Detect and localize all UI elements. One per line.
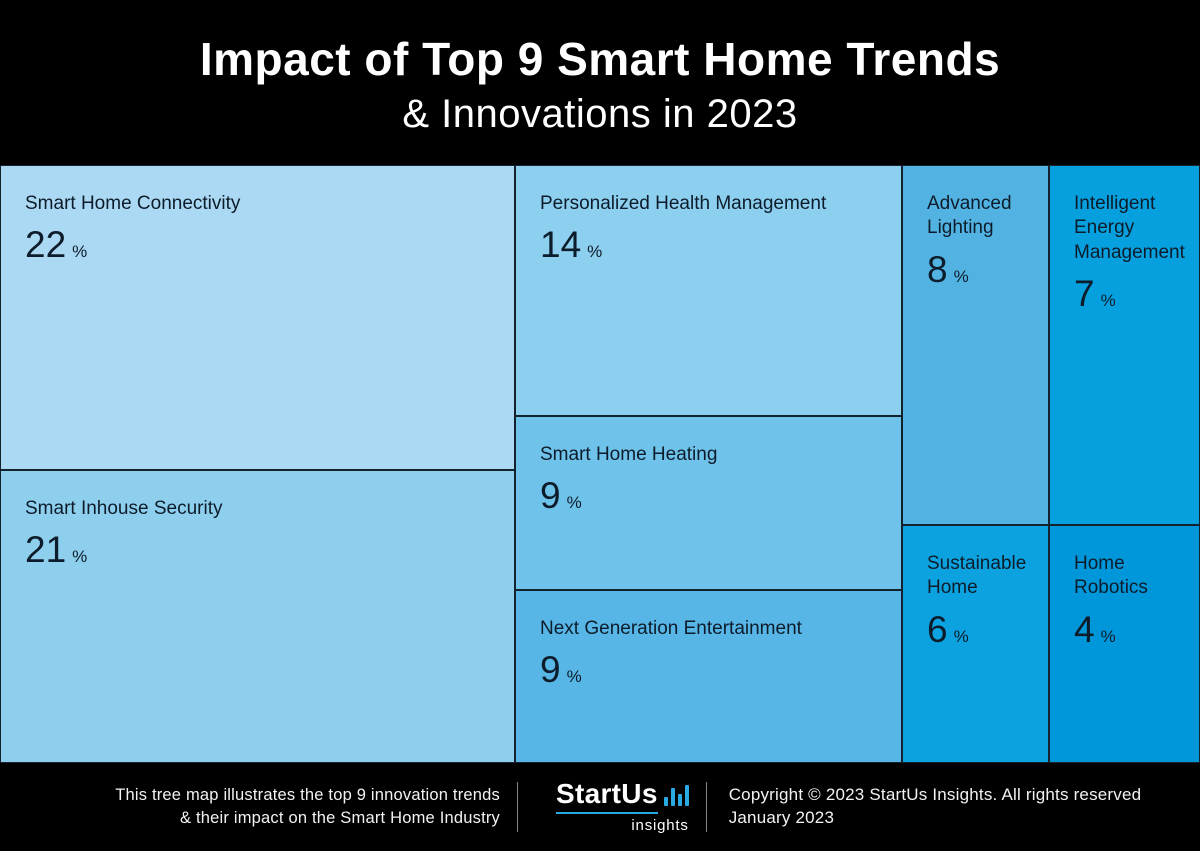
- cell-value: 21%: [25, 531, 492, 568]
- treemap-cell-smart-home-heating: Smart Home Heating 9%: [515, 416, 902, 590]
- header: Impact of Top 9 Smart Home Trends & Inno…: [0, 0, 1200, 165]
- cell-value-unit: %: [566, 667, 582, 687]
- cell-value: 22%: [25, 226, 492, 263]
- cell-value-unit: %: [1100, 290, 1116, 310]
- cell-value-number: 9: [540, 649, 561, 691]
- page-title: Impact of Top 9 Smart Home Trends: [199, 33, 1001, 85]
- cell-value-number: 14: [540, 224, 582, 266]
- footer: This tree map illustrates the top 9 inno…: [0, 763, 1200, 851]
- page-subtitle: & Innovations in 2023: [402, 92, 798, 136]
- cell-value: 8%: [927, 251, 1026, 288]
- cell-value-number: 22: [25, 224, 67, 266]
- cell-label: Smart Inhouse Security: [25, 498, 223, 519]
- cell-value: 4%: [1074, 611, 1177, 648]
- cell-value-unit: %: [1100, 626, 1116, 646]
- treemap-cell-smart-inhouse-security: Smart Inhouse Security 21%: [0, 470, 515, 763]
- cell-label: Smart Home Heating: [540, 444, 718, 465]
- treemap-cell-intelligent-energy-management: Intelligent Energy Management 7%: [1049, 165, 1200, 525]
- cell-value-unit: %: [566, 493, 582, 513]
- cell-label: Next Generation Entertainment: [540, 618, 802, 639]
- treemap-cell-personalized-health-management: Personalized Health Management 14%: [515, 165, 902, 416]
- treemap-cell-sustainable-home: Sustainable Home 6%: [902, 525, 1049, 763]
- cell-value-number: 21: [25, 529, 67, 571]
- cell-label: Sustainable Home: [927, 553, 1027, 599]
- cell-value-number: 8: [927, 248, 948, 290]
- footer-description: This tree map illustrates the top 9 inno…: [0, 784, 500, 830]
- cell-value-unit: %: [953, 266, 969, 286]
- copyright-line1: Copyright © 2023 StartUs Insights. All r…: [728, 785, 1142, 805]
- copyright: Copyright © 2023 StartUs Insights. All r…: [729, 784, 1142, 830]
- cell-value-number: 9: [540, 475, 561, 517]
- treemap-cell-smart-home-connectivity: Smart Home Connectivity 22%: [0, 165, 515, 470]
- copyright-line2: January 2023: [728, 808, 835, 827]
- footer-divider: [705, 782, 707, 832]
- cell-label: Intelligent Energy Management: [1074, 193, 1185, 263]
- cell-value-unit: %: [953, 626, 969, 646]
- cell-label: Advanced Lighting: [927, 193, 1012, 239]
- logo-wordmark: StartUs: [556, 780, 658, 814]
- cell-value: 7%: [1074, 275, 1177, 312]
- bar-chart-icon: [663, 785, 689, 806]
- treemap-cell-next-generation-entertainment: Next Generation Entertainment 9%: [515, 590, 902, 763]
- footer-description-line2: & their impact on the Smart Home Industr…: [180, 809, 500, 827]
- logo-subtext: insights: [631, 817, 689, 834]
- cell-value: 6%: [927, 611, 1026, 648]
- cell-value-unit: %: [72, 547, 88, 567]
- footer-divider: [517, 782, 518, 832]
- treemap-chart: Smart Home Connectivity 22% Smart Inhouse …: [0, 165, 1200, 763]
- cell-value: 9%: [540, 651, 879, 688]
- cell-label: Smart Home Connectivity: [25, 193, 241, 214]
- footer-description-line1: This tree map illustrates the top 9 inno…: [115, 786, 500, 805]
- cell-value-unit: %: [587, 242, 603, 262]
- cell-value: 9%: [540, 477, 879, 514]
- treemap-cell-advanced-lighting: Advanced Lighting 8%: [902, 165, 1049, 525]
- cell-label: Home Robotics: [1074, 553, 1148, 599]
- cell-value: 14%: [540, 226, 879, 263]
- cell-label: Personalized Health Management: [540, 193, 827, 214]
- cell-value-number: 6: [927, 608, 948, 650]
- cell-value-number: 7: [1074, 272, 1095, 314]
- cell-value-number: 4: [1074, 608, 1095, 650]
- cell-value-unit: %: [72, 242, 88, 262]
- treemap-cell-home-robotics: Home Robotics 4%: [1049, 525, 1200, 763]
- startus-logo: StartUs insights: [556, 780, 689, 834]
